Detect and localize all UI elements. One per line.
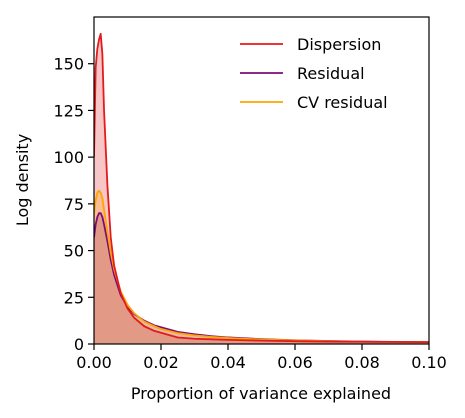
legend-label-3: CV residual xyxy=(297,93,388,112)
legend-label-2: Residual xyxy=(297,64,365,83)
y-tick-label: 25 xyxy=(64,288,84,307)
legend: Dispersion Residual CV residual xyxy=(240,35,388,112)
x-tick-label: 0.08 xyxy=(344,353,380,372)
series-fill-1 xyxy=(94,33,429,344)
x-tick-label: 0.06 xyxy=(277,353,313,372)
legend-label-1: Dispersion xyxy=(297,35,381,54)
y-tick-label: 50 xyxy=(64,242,84,261)
x-tick-label: 0.00 xyxy=(76,353,112,372)
y-tick-label: 150 xyxy=(53,55,84,74)
x-tick-label: 0.04 xyxy=(210,353,246,372)
x-tick-label: 0.02 xyxy=(143,353,179,372)
y-tick-label: 75 xyxy=(64,195,84,214)
y-tick-label: 125 xyxy=(53,101,84,120)
x-tick-label: 0.10 xyxy=(411,353,447,372)
x-axis-label: Proportion of variance explained xyxy=(131,384,391,403)
plot-frame xyxy=(93,16,430,345)
y-tick-label: 100 xyxy=(53,148,84,167)
series-fill-2 xyxy=(94,213,429,344)
series-fills xyxy=(94,33,429,344)
series-fill-3 xyxy=(94,190,429,344)
y-axis-label: Log density xyxy=(13,134,32,226)
axes: 0.00 0.02 0.04 0.06 0.08 0.10 0 25 50 75 100 125 150 xyxy=(53,16,447,372)
series-line-1 xyxy=(94,32,429,344)
y-tick-label: 0 xyxy=(74,335,84,354)
series-lines xyxy=(94,32,429,344)
